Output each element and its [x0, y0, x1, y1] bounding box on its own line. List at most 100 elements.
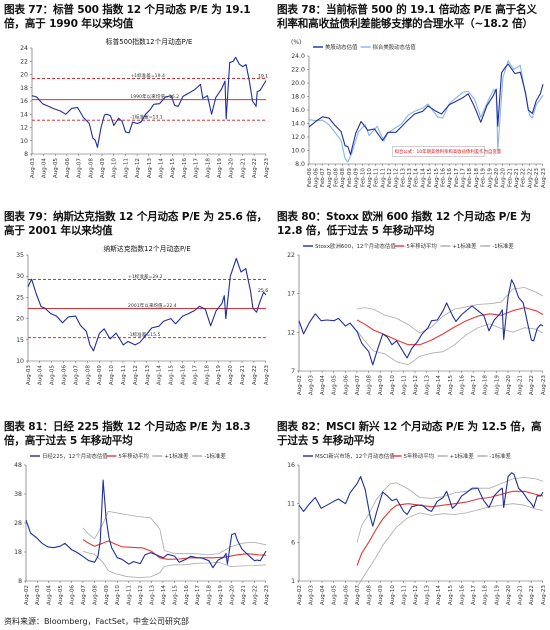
figure-title: 图表 82：MSCI 新兴 12 个月动态 P/E 为 12.5 倍，高于过去 … [277, 421, 542, 447]
y-tick-label: 16 [20, 98, 28, 105]
x-tick-label: Aug-23 [541, 375, 547, 395]
series-line [356, 307, 544, 346]
x-tick-label: Aug-16 [184, 585, 190, 605]
y-tick-label: 28 [14, 520, 22, 527]
legend-entry: 5年移动平均 [118, 452, 148, 460]
x-tick-label: Feb-23 [534, 168, 540, 187]
x-tick-label: Aug-23 [541, 168, 547, 188]
y-tick-label: 38 [14, 491, 22, 498]
legend-entry: -1标准差 [489, 452, 511, 460]
x-tick-label: Aug-08 [92, 585, 98, 605]
end-value-label: 25.6 [258, 288, 268, 294]
x-tick-label: Aug-16 [182, 158, 188, 178]
x-tick-label: Aug-10 [390, 585, 396, 605]
chart-nasdaq-pe: 纳斯达克指数12个月动态P/E 10 15 20 25 30 35 Aug-03 Aug-04 A… [16, 244, 270, 385]
series-line [82, 551, 267, 578]
x-tick-label: Aug-22 [252, 585, 258, 605]
x-tick-label: Aug-10 [109, 365, 115, 385]
y-tick-label: 22 [287, 252, 295, 259]
x-tick-label: Aug-07 [327, 168, 333, 188]
x-tick-label: Aug-02 [24, 585, 30, 605]
chart-title: 纳斯达克指数12个月动态P/E [103, 244, 190, 253]
x-tick-label: Aug-09 [100, 158, 106, 178]
figure-title: 图表 80：Stoxx 欧洲 600 指数 12 个月动态 P/E 为 12.8… [277, 211, 531, 237]
x-tick-label: Aug-14 [436, 585, 442, 605]
x-tick-label: Aug-09 [97, 365, 103, 385]
x-tick-label: Feb-06 [307, 168, 313, 187]
chart-stoxx600-pe: Stoxx欧洲600，12个月动态估值 5年移动平均 +1标准差 -1标准差 7 12 17… [287, 242, 547, 395]
x-tick-label: Aug-18 [483, 375, 489, 395]
x-tick-label: Aug-05 [53, 158, 59, 178]
x-tick-label: Aug-23 [264, 585, 270, 605]
x-tick-label: Feb-12 [387, 168, 393, 187]
x-tick-label: Aug-20 [501, 168, 507, 188]
x-tick-label: Aug-21 [240, 158, 246, 178]
legend-entry: 5年移动平均 [406, 242, 436, 250]
y-tick-label: 12 [287, 329, 295, 336]
y-unit-label: (%) [291, 39, 301, 46]
legend-entry: +1标准差 [450, 452, 475, 460]
x-tick-label: Aug-16 [181, 365, 187, 385]
legend-entry: 日经225，12个月动态估值 [42, 452, 108, 460]
x-tick-label: Feb-09 [347, 168, 353, 187]
x-tick-label: Aug-18 [205, 158, 211, 178]
x-tick-label: Feb-19 [481, 168, 487, 187]
x-tick-label: Aug-06 [70, 585, 76, 605]
x-tick-label: Aug-15 [170, 158, 176, 178]
x-tick-label: Feb-11 [374, 168, 380, 187]
y-tick-label: 25 [16, 294, 24, 301]
figure-82: 图表 82：MSCI 新兴 12 个月动态 P/E 为 12.5 倍，高于过去 … [277, 420, 547, 605]
x-tick-label: Aug-18 [474, 168, 480, 188]
series-line [356, 323, 544, 366]
x-tick-label: Aug-10 [390, 375, 396, 395]
x-tick-label: Aug-08 [367, 375, 373, 395]
source-note: 资料来源：Bloomberg，FactSet，中金公司研究部 [4, 617, 189, 626]
legend-entry: +1标准差 [164, 452, 189, 460]
x-tick-label: Feb-07 [320, 168, 326, 187]
reference-label: 1990年以来均值=16.2 [130, 93, 179, 100]
y-tick-label: 8 [18, 578, 22, 585]
y-tick-label: 22 [20, 58, 28, 65]
legend-entry: 美股动态估值 [325, 43, 358, 51]
x-tick-label: Aug-20 [506, 375, 512, 395]
end-value-label: 19.1 [258, 73, 268, 79]
legend-entry: MSCI新兴市场，12个月动态估值 [315, 452, 395, 460]
x-tick-label: Aug-19 [494, 375, 500, 395]
x-tick-label: Aug-21 [518, 585, 524, 605]
x-tick-label: Aug-07 [77, 158, 83, 178]
x-tick-label: Aug-03 [35, 585, 41, 605]
x-tick-label: Feb-21 [507, 168, 513, 187]
x-tick-label: Feb-16 [440, 168, 446, 187]
x-tick-label: Aug-14 [161, 585, 167, 605]
x-tick-label: Feb-22 [521, 168, 527, 187]
x-tick-label: Aug-12 [413, 585, 419, 605]
reference-label: +1标准差=19.4 [130, 72, 165, 79]
x-tick-label: Aug-04 [47, 585, 53, 605]
y-tick-label: 6 [291, 539, 295, 546]
x-tick-label: Aug-15 [448, 585, 454, 605]
series-line [356, 503, 544, 588]
y-tick-label: 18 [20, 85, 28, 92]
x-tick-label: Feb-14 [414, 168, 420, 187]
reference-label: 2001年以来均值=22.4 [128, 302, 177, 309]
x-tick-label: Feb-08 [334, 168, 340, 187]
x-tick-label: Aug-05 [58, 585, 64, 605]
y-tick-label: 22.0 [291, 67, 305, 74]
x-tick-label: Aug-22 [527, 168, 533, 188]
figure-title: 图表 79：纳斯达克指数 12 个月动态 P/E 为 25.6 倍，高于 200… [4, 211, 268, 237]
y-tick-label: 15 [16, 337, 24, 344]
y-tick-label: 20 [20, 72, 28, 79]
y-tick-label: 8.0 [295, 161, 305, 168]
figure-title: 图表 78：当前标普 500 的 19.1 倍动态 P/E 高于名义利率和高收益… [277, 4, 537, 30]
x-tick-label: Aug-12 [135, 158, 141, 178]
y-tick-label: 12 [20, 125, 28, 132]
reference-label: -1标准差=15.5 [128, 331, 161, 338]
x-tick-label: Aug-17 [471, 585, 477, 605]
x-tick-label: Aug-19 [487, 168, 493, 188]
y-tick-label: 16 [287, 462, 295, 469]
x-tick-label: Aug-22 [252, 158, 258, 178]
x-tick-label: Aug-20 [230, 585, 236, 605]
y-tick-label: 16.0 [291, 107, 305, 114]
legend-entry: Stoxx欧洲600，12个月动态估值 [315, 242, 396, 250]
y-tick-label: 48 [14, 462, 22, 469]
